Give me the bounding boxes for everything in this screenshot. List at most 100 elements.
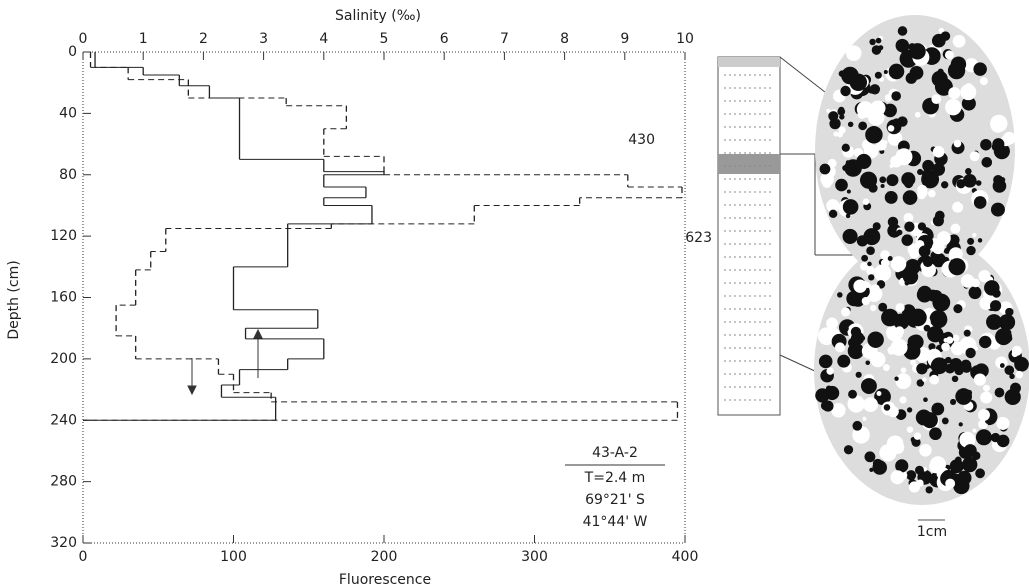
- photo-speck: [949, 358, 963, 371]
- photo-speck: [901, 234, 914, 246]
- y-tick-label: 40: [59, 105, 77, 121]
- photo-speck: [988, 411, 997, 420]
- photo-speck: [852, 420, 863, 431]
- photo-speck: [833, 131, 839, 137]
- photo-speck: [945, 356, 952, 364]
- photo-speck: [843, 445, 854, 455]
- photo-speck: [895, 148, 913, 166]
- photo-speck: [925, 486, 933, 494]
- photo-speck: [887, 125, 895, 132]
- photo-speck: [827, 158, 837, 168]
- photo-speck: [1009, 373, 1015, 380]
- photo-speck: [866, 246, 875, 255]
- photo-speck: [999, 176, 1006, 183]
- photo-speck: [917, 222, 927, 231]
- photo-speck: [826, 317, 838, 330]
- x-top-tick-label: 10: [676, 31, 694, 47]
- core-photo: [814, 15, 1029, 505]
- x-top-tick-label: 6: [440, 31, 449, 47]
- photo-speck: [865, 266, 875, 275]
- photo-speck: [865, 126, 883, 144]
- photo-speck: [850, 326, 862, 338]
- photo-speck: [931, 402, 945, 416]
- photo-speck: [960, 84, 977, 101]
- photo-speck: [936, 231, 951, 245]
- photo-speck: [848, 344, 861, 357]
- photo-speck: [941, 417, 949, 425]
- photo-speck: [880, 250, 890, 260]
- photo-speck: [953, 139, 962, 148]
- photo-speck: [955, 388, 972, 405]
- photo-speck: [864, 451, 876, 463]
- photo-speck: [888, 63, 905, 80]
- photo-speck: [921, 169, 933, 180]
- x-tick-label: 200: [371, 549, 398, 565]
- y-tick-label: 320: [50, 535, 77, 551]
- photo-speck: [868, 274, 875, 281]
- photo-speck: [916, 479, 924, 487]
- photo-speck: [975, 468, 985, 479]
- photo-speck: [869, 38, 876, 46]
- photo-speck: [947, 62, 966, 80]
- photo-speck: [842, 325, 849, 332]
- photo-speck: [867, 261, 872, 267]
- photo-speck: [861, 254, 869, 262]
- photo-speck: [979, 77, 988, 86]
- photo-speck: [950, 398, 957, 406]
- x-tick-label: 0: [79, 549, 88, 565]
- photo-speck: [961, 96, 976, 111]
- photo-speck: [857, 109, 867, 119]
- photo-speck: [965, 347, 976, 359]
- x-tick-label: 400: [672, 549, 699, 565]
- photo-speck: [986, 314, 1002, 330]
- photo-speck: [837, 292, 843, 298]
- photo-speck: [862, 198, 870, 205]
- photo-speck: [891, 91, 902, 101]
- photo-speck: [996, 434, 1010, 448]
- x-top-tick-label: 4: [319, 31, 328, 47]
- photo-speck: [931, 49, 941, 59]
- annotation: 623: [685, 230, 712, 246]
- photo-speck: [862, 416, 867, 421]
- photo-speck: [957, 470, 972, 485]
- photo-speck: [929, 460, 943, 474]
- photo-speck: [906, 470, 917, 481]
- photo-speck: [880, 183, 885, 189]
- x-top-tick-label: 8: [560, 31, 569, 47]
- photo-speck: [969, 151, 980, 162]
- photo-speck: [864, 282, 871, 288]
- photo-speck: [880, 258, 890, 268]
- photo-speck: [870, 284, 880, 294]
- photo-speck: [856, 235, 868, 247]
- photo-speck: [826, 367, 834, 375]
- photo-speck: [1010, 382, 1021, 394]
- photo-speck: [971, 451, 981, 460]
- scale-label: 1cm: [917, 524, 947, 540]
- photo-speck: [1004, 365, 1015, 376]
- photo-speck: [874, 71, 882, 79]
- x-top-tick-label: 5: [380, 31, 389, 47]
- photo-speck: [870, 351, 886, 368]
- y-tick-label: 160: [50, 290, 77, 306]
- photo-speck: [915, 465, 924, 475]
- photo-speck: [831, 402, 846, 418]
- photo-speck: [925, 364, 930, 369]
- y-tick-label: 280: [50, 474, 77, 490]
- photo-speck: [934, 210, 945, 221]
- photo-speck: [960, 274, 975, 288]
- photo-speck: [943, 247, 950, 254]
- photo-speck: [917, 190, 927, 200]
- photo-speck: [868, 183, 878, 193]
- photo-speck: [895, 459, 909, 473]
- x-top-tick-label: 2: [199, 31, 208, 47]
- photo-speck: [906, 407, 913, 413]
- photo-speck: [872, 458, 883, 469]
- photo-speck: [975, 180, 982, 186]
- photo-speck: [870, 100, 886, 116]
- photo-speck: [831, 389, 836, 394]
- photo-speck: [846, 189, 851, 194]
- photo-speck: [973, 373, 987, 386]
- photo-speck: [901, 172, 916, 187]
- photo-speck: [890, 256, 907, 272]
- photo-speck: [894, 264, 900, 270]
